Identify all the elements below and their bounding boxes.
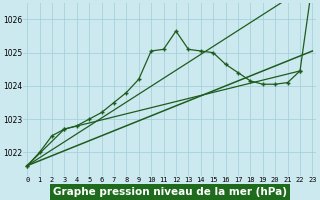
X-axis label: Graphe pression niveau de la mer (hPa): Graphe pression niveau de la mer (hPa) <box>53 187 287 197</box>
